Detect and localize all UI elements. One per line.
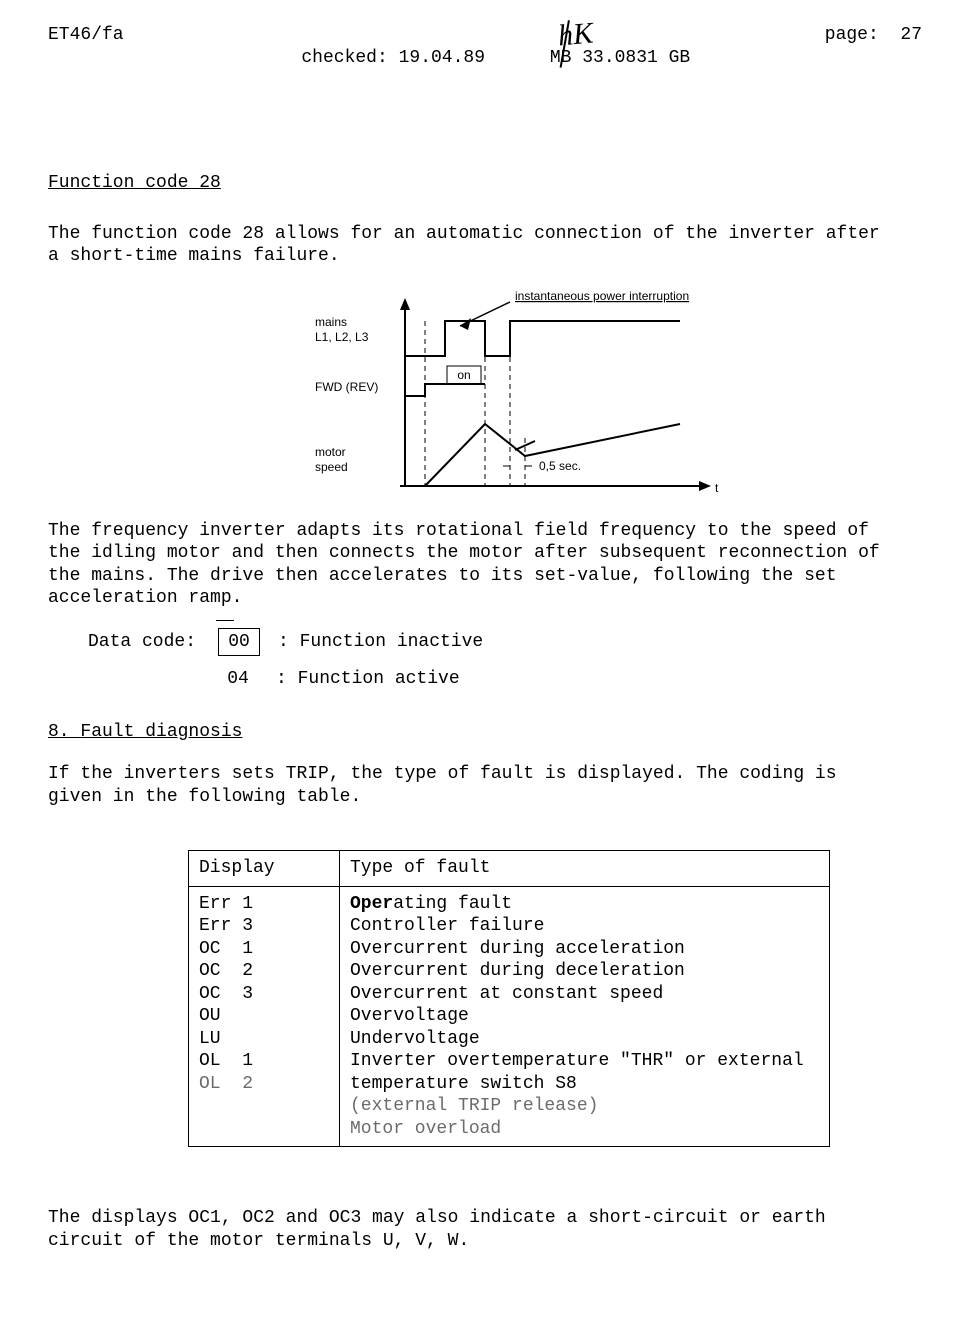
header-left: ET46/fa (48, 24, 124, 47)
diagram-label-mains-sub: L1, L2, L3 (315, 330, 369, 344)
diagram-label-instantaneous: instantaneous power interruption (515, 289, 689, 303)
section2-title-text: Fault diagnosis (80, 722, 242, 742)
data-code-00: 00 (218, 628, 260, 657)
diagram-label-mains: mains (315, 315, 347, 329)
diagram-label-halfsec: 0,5 sec. (539, 459, 581, 473)
fault-diagnosis-para: If the inverters sets TRIP, the type of … (48, 763, 898, 808)
data-code-row-1: Data code: 00 : Function inactive (88, 628, 922, 657)
fault-display-cell: Err 1Err 3OC 1OC 2OC 3OULUOL 1OL 2 (189, 886, 340, 1146)
fault-table-col-type: Type of fault (340, 851, 830, 886)
post-table-para: The displays OC1, OC2 and OC3 may also i… (48, 1207, 898, 1252)
header-right: page: 27 (825, 24, 922, 47)
fc28-para1: The function code 28 allows for an autom… (48, 223, 898, 268)
diagram-label-motor: motor (315, 445, 346, 459)
diagram-label-t: t (715, 481, 719, 495)
page-header: ET46/fa checked: 19.04.89 MB 33.0831 GB … (48, 24, 922, 114)
fc28-para2: The frequency inverter adapts its rotati… (48, 520, 898, 610)
data-code-04: 04 (218, 666, 258, 693)
data-code-00-desc: : Function inactive (278, 631, 483, 654)
diagram-label-on: on (457, 368, 470, 382)
data-code-04-desc: : Function active (276, 668, 460, 691)
section2-prefix: 8. (48, 722, 80, 742)
header-center: checked: 19.04.89 MB 33.0831 GB hK (258, 24, 690, 114)
fault-table-col-display: Display (189, 851, 340, 886)
diagram-label-fwd: FWD (REV) (315, 380, 378, 394)
timing-diagram: instantaneous power interruption t mains… (225, 286, 745, 506)
section-title-fc28: Function code 28 (48, 172, 922, 195)
fault-table: Display Type of fault Err 1Err 3OC 1OC 2… (188, 850, 830, 1147)
header-center-text: checked: 19.04.89 MB 33.0831 GB (301, 48, 690, 68)
data-code-row-2: 04 : Function active (88, 666, 922, 693)
fault-type-cell: Operating faultController failureOvercur… (340, 886, 830, 1146)
section-title-fault-diagnosis: 8. Fault diagnosis (48, 721, 922, 744)
data-code-label: Data code: (88, 631, 218, 654)
diagram-label-motor-sub: speed (315, 460, 348, 474)
